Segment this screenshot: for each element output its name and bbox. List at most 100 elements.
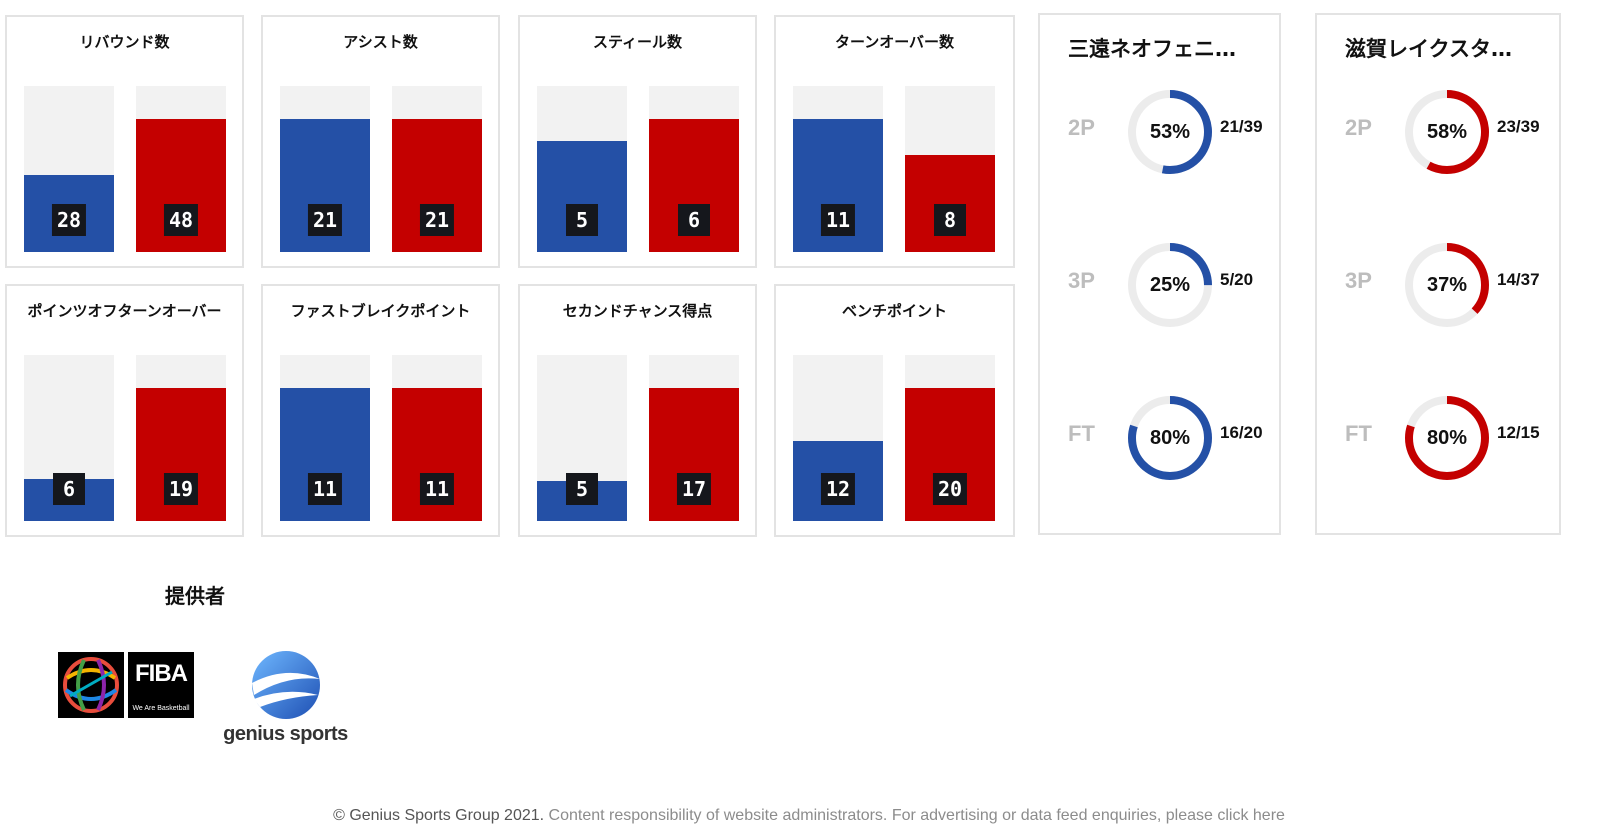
shooting-row: FT 80% 12/15 (1317, 393, 1559, 483)
donut-arc (1128, 396, 1212, 480)
stat-card: ベンチポイント 12 20 (774, 284, 1015, 537)
shot-made-attempted: 23/39 (1497, 117, 1540, 136)
shooting-card: 三遠ネオフェニ… 2P 53% 21/39 3P 25% 5/20 FT 80% 16/20 (1038, 13, 1281, 535)
stat-card: リバウンド数 28 48 (5, 15, 244, 268)
shooting-donut (1128, 90, 1212, 174)
stat-card-title: ターンオーバー数 (834, 33, 955, 51)
shooting-team-name: 滋賀レイクスタ… (1345, 37, 1512, 61)
bar-value-label: 5 (566, 473, 598, 505)
stat-card-title: ベンチポイント (841, 302, 947, 320)
shot-percentage: 80% (1426, 427, 1468, 449)
stat-card: ポインツオフターンオーバー 6 19 (5, 284, 244, 537)
bar-track-home: 6 (24, 355, 114, 521)
sponsors-title: 提供者 (165, 584, 225, 608)
bar-track-away: 11 (392, 355, 482, 521)
bar-value-label: 5 (566, 204, 598, 236)
bar-value-label: 48 (163, 204, 199, 236)
shot-type-label: 2P (1345, 115, 1372, 140)
fiba-wordmark: FIBA We Are Basketball (128, 652, 194, 718)
shooting-donut (1128, 243, 1212, 327)
stat-card-title: ファストブレイクポイント (290, 302, 471, 320)
bar-track-away: 21 (392, 86, 482, 252)
shot-percentage: 25% (1149, 274, 1191, 296)
footer-link[interactable]: Content responsibility of website admini… (548, 807, 1285, 824)
stat-card: スティール数 5 6 (518, 15, 757, 268)
bar-value-label: 11 (419, 473, 455, 505)
bar-track-away: 8 (905, 86, 995, 252)
shot-percentage: 80% (1149, 427, 1191, 449)
donut-arc (1405, 90, 1489, 174)
fiba-logo[interactable]: FIBA We Are Basketball (58, 652, 194, 718)
bar-track-home: 11 (280, 355, 370, 521)
shot-type-label: FT (1068, 421, 1095, 446)
shot-made-attempted: 5/20 (1220, 270, 1254, 289)
shooting-row: 3P 25% 5/20 (1040, 240, 1279, 330)
genius-sports-logo[interactable]: genius sports (213, 645, 358, 745)
bar-value-label: 6 (678, 204, 710, 236)
bar-value-label: 6 (53, 473, 85, 505)
bar-track-away: 20 (905, 355, 995, 521)
bar-value-label: 17 (676, 473, 712, 505)
bar-track-away: 17 (649, 355, 739, 521)
shot-percentage: 53% (1149, 121, 1191, 143)
genius-sphere-icon (252, 651, 320, 719)
fiba-tagline: We Are Basketball (132, 705, 190, 712)
shot-percentage: 37% (1426, 274, 1468, 296)
donut-arc (1405, 243, 1489, 327)
bar-value-label: 11 (307, 473, 343, 505)
bar-track-away: 6 (649, 86, 739, 252)
bar-value-label: 20 (932, 473, 968, 505)
bar-value-label: 19 (163, 473, 199, 505)
shot-made-attempted: 14/37 (1497, 270, 1540, 289)
shot-type-label: FT (1345, 421, 1372, 446)
donut-arc (1405, 396, 1489, 480)
bar-track-home: 21 (280, 86, 370, 252)
fiba-word: FIBA (135, 660, 188, 687)
shot-made-attempted: 12/15 (1497, 423, 1540, 442)
bar-track-home: 11 (793, 86, 883, 252)
bar-track-home: 5 (537, 86, 627, 252)
shooting-row: 2P 58% 23/39 (1317, 87, 1559, 177)
shooting-donut (1405, 396, 1489, 480)
bar-track-away: 48 (136, 86, 226, 252)
shot-type-label: 3P (1345, 268, 1372, 293)
bar-track-home: 5 (537, 355, 627, 521)
stat-card-title: ポインツオフターンオーバー (27, 302, 222, 320)
shot-made-attempted: 16/20 (1220, 423, 1263, 442)
footer-copyright: © Genius Sports Group 2021. (333, 807, 545, 824)
fiba-ball-icon (58, 652, 124, 718)
shot-type-label: 2P (1068, 115, 1095, 140)
bar-value-label: 12 (820, 473, 856, 505)
stat-card: アシスト数 21 21 (261, 15, 500, 268)
genius-wordmark: genius sports (223, 723, 348, 745)
shooting-row: 3P 37% 14/37 (1317, 240, 1559, 330)
shooting-team-name: 三遠ネオフェニ… (1068, 37, 1236, 61)
stat-card: セカンドチャンス得点 5 17 (518, 284, 757, 537)
shooting-donut (1128, 396, 1212, 480)
stat-card-title: アシスト数 (343, 33, 418, 51)
stat-card: ターンオーバー数 11 8 (774, 15, 1015, 268)
stat-card-title: リバウンド数 (79, 33, 170, 51)
shot-type-label: 3P (1068, 268, 1095, 293)
footer: © Genius Sports Group 2021. Content resp… (0, 807, 1618, 825)
bar-value-label: 21 (419, 204, 455, 236)
shooting-row: 2P 53% 21/39 (1040, 87, 1279, 177)
bar-value-label: 21 (307, 204, 343, 236)
stat-card: ファストブレイクポイント 11 11 (261, 284, 500, 537)
shooting-row: FT 80% 16/20 (1040, 393, 1279, 483)
stat-card-title: セカンドチャンス得点 (562, 302, 713, 320)
stat-card-title: スティール数 (592, 33, 683, 51)
shot-percentage: 58% (1426, 121, 1468, 143)
donut-arc (1128, 90, 1212, 174)
shooting-donut (1405, 90, 1489, 174)
bar-value-label: 28 (51, 204, 87, 236)
donut-arc (1128, 243, 1212, 327)
shooting-donut (1405, 243, 1489, 327)
bar-track-away: 19 (136, 355, 226, 521)
bar-value-label: 11 (820, 204, 856, 236)
shooting-card: 滋賀レイクスタ… 2P 58% 23/39 3P 37% 14/37 FT 80% 12/15 (1315, 13, 1561, 535)
bar-value-label: 8 (934, 204, 966, 236)
shot-made-attempted: 21/39 (1220, 117, 1263, 136)
bar-track-home: 12 (793, 355, 883, 521)
bar-track-home: 28 (24, 86, 114, 252)
